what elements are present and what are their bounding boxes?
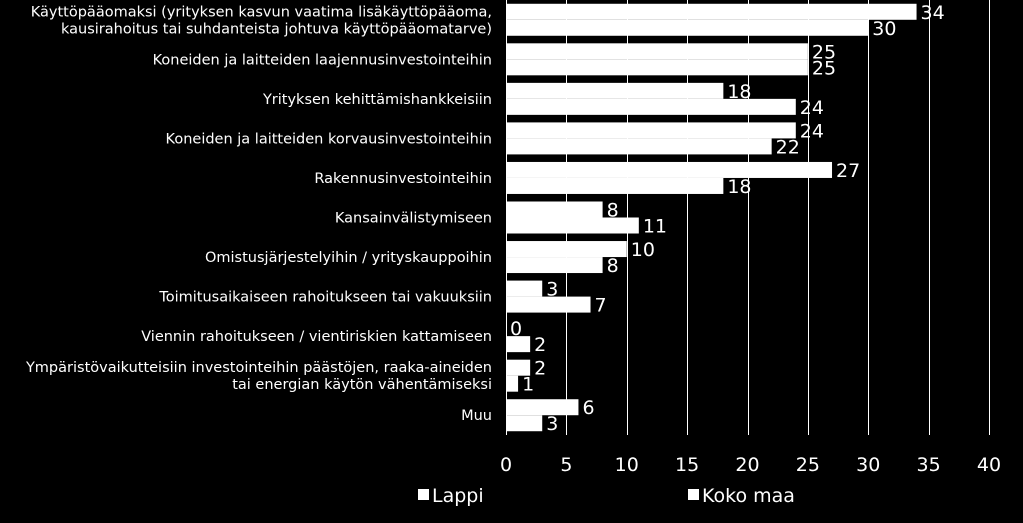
bar-koko-maa	[506, 217, 639, 234]
value-label: 1	[522, 374, 534, 396]
bar-lappi	[506, 241, 627, 258]
category-label-line: Koneiden ja laitteiden laajennusinvestoi…	[153, 52, 492, 68]
category-label-line: kausirahoitus tai suhdanteista johtuva k…	[61, 21, 492, 37]
bar-koko-maa	[506, 19, 869, 36]
value-label: 3	[546, 279, 558, 301]
legend-label: Koko maa	[702, 485, 795, 507]
bar-koko-maa	[506, 296, 591, 313]
value-label: 2	[534, 358, 546, 380]
category-label: Omistusjärjestelyihin / yrityskauppoihin	[205, 250, 492, 266]
bar-lappi	[506, 3, 917, 20]
value-label: 0	[510, 318, 522, 340]
bars	[506, 3, 917, 432]
value-label: 24	[800, 97, 824, 119]
value-label: 2	[534, 334, 546, 356]
value-label: 22	[776, 136, 800, 158]
category-label: Käyttöpääomaksi (yrityksen kasvun vaatim…	[31, 4, 492, 37]
category-label: Yrityksen kehittämishankkeisiin	[262, 92, 492, 108]
category-label-line: Kansainvälistymiseen	[335, 211, 492, 227]
category-label: Toimitusaikaiseen rahoitukseen tai vakuu…	[158, 290, 492, 306]
legend-swatch	[418, 489, 429, 500]
bar-koko-maa	[506, 59, 808, 76]
value-label: 24	[800, 120, 824, 142]
category-label: Rakennusinvestointeihin	[314, 171, 492, 187]
category-label-line: Ympäristövaikutteisiin investointeihin p…	[25, 360, 492, 376]
value-label: 18	[727, 176, 751, 198]
bar-lappi	[506, 359, 531, 376]
tick-label: 5	[560, 454, 572, 476]
tick-label: 15	[675, 454, 699, 476]
category-label-line: Käyttöpääomaksi (yrityksen kasvun vaatim…	[31, 4, 492, 20]
value-label: 10	[631, 239, 655, 261]
bar-koko-maa	[506, 177, 724, 194]
bar-lappi	[506, 82, 724, 99]
bar-lappi	[506, 43, 808, 60]
value-label: 25	[812, 57, 836, 79]
tick-label: 20	[735, 454, 759, 476]
tick-label: 25	[796, 454, 820, 476]
category-label-line: Yrityksen kehittämishankkeisiin	[262, 92, 492, 108]
tick-label: 35	[917, 454, 941, 476]
bar-lappi	[506, 161, 833, 178]
category-label: Ympäristövaikutteisiin investointeihin p…	[25, 360, 492, 393]
value-label: 7	[595, 295, 607, 317]
bar-lappi	[506, 399, 579, 416]
x-axis-tick-labels: 0 5 10 15 20 25 30 35 40	[500, 454, 1001, 476]
category-label-line: Toimitusaikaiseen rahoitukseen tai vakuu…	[158, 290, 492, 306]
category-label-line: Rakennusinvestointeihin	[314, 171, 492, 187]
value-label: 18	[727, 81, 751, 103]
legend-label: Lappi	[432, 485, 484, 507]
tick-label: 30	[856, 454, 880, 476]
value-label: 27	[836, 160, 860, 182]
category-label-line: Viennin rahoitukseen / vientiriskien kat…	[141, 329, 492, 345]
value-label: 6	[582, 397, 594, 419]
category-label: Koneiden ja laitteiden laajennusinvestoi…	[153, 52, 492, 68]
tick-label: 40	[977, 454, 1001, 476]
value-label: 25	[812, 41, 836, 63]
bar-lappi	[506, 201, 603, 218]
value-label: 3	[546, 413, 558, 435]
tick-label: 0	[500, 454, 512, 476]
bar-koko-maa	[506, 98, 796, 115]
value-label: 34	[921, 2, 945, 24]
bar-koko-maa	[506, 336, 531, 353]
category-label: Viennin rahoitukseen / vientiriskien kat…	[141, 329, 492, 345]
legend: Lappi Koko maa	[418, 485, 795, 507]
value-label: 8	[607, 200, 619, 222]
bar-koko-maa	[506, 415, 543, 432]
bar-lappi	[506, 122, 796, 139]
category-label-line: tai energian käytön vähentämiseksi	[232, 377, 492, 393]
bar-lappi	[506, 280, 543, 297]
bar-koko-maa	[506, 257, 603, 274]
category-label-line: Omistusjärjestelyihin / yrityskauppoihin	[205, 250, 492, 266]
bar-koko-maa	[506, 375, 519, 392]
category-label-line: Koneiden ja laitteiden korvausinvestoint…	[166, 131, 492, 147]
tick-label: 10	[615, 454, 639, 476]
category-label: Kansainvälistymiseen	[335, 211, 492, 227]
bar-koko-maa	[506, 138, 772, 155]
legend-swatch	[688, 489, 699, 500]
category-labels: Käyttöpääomaksi (yrityksen kasvun vaatim…	[25, 4, 492, 424]
value-label: 11	[643, 216, 667, 238]
value-label: 8	[607, 255, 619, 277]
category-label: Muu	[461, 408, 492, 424]
category-label: Koneiden ja laitteiden korvausinvestoint…	[166, 131, 492, 147]
category-label-line: Muu	[461, 408, 492, 424]
value-label: 30	[872, 18, 896, 40]
